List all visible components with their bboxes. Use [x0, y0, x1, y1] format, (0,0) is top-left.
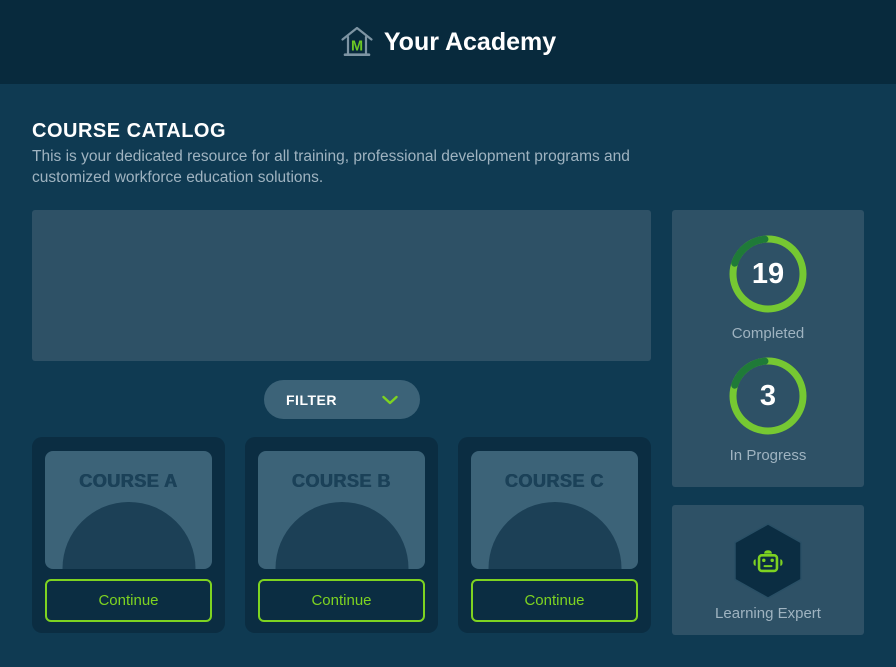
svg-text:M: M [351, 39, 363, 55]
